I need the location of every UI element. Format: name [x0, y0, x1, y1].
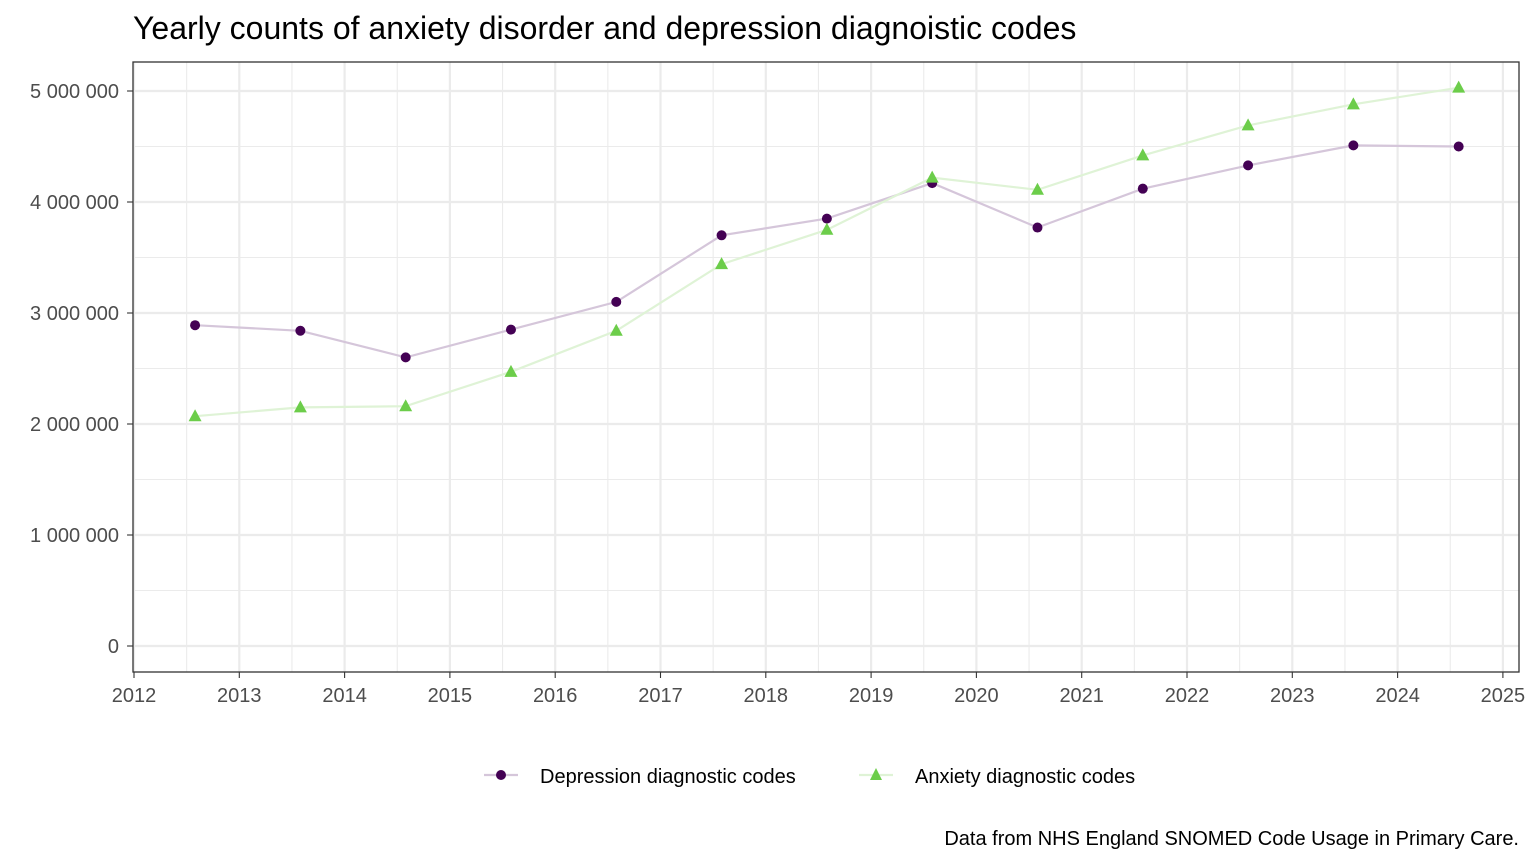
- y-axis: 0 1 000 000 2 000 000 3 000 000 4 000 000 5 0…: [30, 81, 133, 658]
- legend-marker-anxiety: [870, 768, 882, 780]
- anxiety-point: [1346, 97, 1360, 110]
- x-tick-label: 2015: [428, 685, 473, 707]
- series-points: [188, 80, 1466, 422]
- anxiety-point: [820, 222, 834, 235]
- legend-marker-depression: [496, 770, 506, 780]
- anxiety-point: [293, 400, 307, 413]
- y-tick-label: 2 000 000: [30, 414, 119, 436]
- depression-point: [716, 230, 727, 241]
- depression-point: [1032, 222, 1043, 233]
- grid-major: [132, 62, 1519, 672]
- anxiety-point: [504, 364, 518, 377]
- x-tick-label: 2012: [112, 685, 157, 707]
- depression-point: [295, 325, 306, 336]
- depression-point: [505, 324, 516, 335]
- depression-point: [400, 352, 411, 363]
- depression-point: [190, 320, 201, 331]
- x-tick-label: 2022: [1165, 685, 1210, 707]
- anxiety-point: [399, 399, 413, 412]
- anxiety-point: [1452, 80, 1466, 93]
- anxiety-point: [1136, 148, 1150, 161]
- depression-point: [1137, 183, 1148, 194]
- x-tick-label: 2016: [533, 685, 578, 707]
- depression-point: [821, 213, 832, 224]
- series-line-depression: [195, 144, 1459, 359]
- legend: Depression diagnostic codes Anxiety diag…: [484, 766, 1135, 788]
- x-tick-label: 2013: [217, 685, 262, 707]
- depression-point: [611, 296, 622, 307]
- panel-border: [132, 61, 1520, 673]
- legend-label-anxiety: Anxiety diagnostic codes: [915, 766, 1135, 788]
- anxiety-point: [715, 257, 729, 270]
- x-tick-label: 2023: [1270, 685, 1315, 707]
- y-tick-label: 3 000 000: [30, 303, 119, 325]
- y-tick-label: 4 000 000: [30, 192, 119, 214]
- anxiety-point: [925, 170, 939, 183]
- x-tick-label: 2019: [849, 685, 894, 707]
- x-tick-label: 2021: [1059, 685, 1104, 707]
- anxiety-point: [1241, 118, 1255, 131]
- chart-caption: Data from NHS England SNOMED Code Usage …: [944, 828, 1519, 850]
- anxiety-point: [1030, 182, 1044, 195]
- depression-point: [1348, 140, 1359, 151]
- legend-label-depression: Depression diagnostic codes: [540, 766, 796, 788]
- x-tick-label: 2017: [638, 685, 683, 707]
- chart-title: Yearly counts of anxiety disorder and de…: [133, 10, 1076, 46]
- y-tick-label: 0: [108, 636, 119, 658]
- x-tick-label: 2014: [322, 685, 367, 707]
- depression-point: [1243, 160, 1254, 171]
- x-tick-label: 2025: [1481, 685, 1526, 707]
- anxiety-point: [609, 323, 623, 336]
- anxiety-point: [188, 409, 202, 422]
- y-tick-label: 1 000 000: [30, 525, 119, 547]
- x-tick-label: 2020: [954, 685, 999, 707]
- grid-minor: [133, 62, 1519, 672]
- series-line-anxiety: [195, 86, 1459, 418]
- x-tick-label: 2018: [744, 685, 789, 707]
- depression-point: [1453, 141, 1464, 152]
- x-axis: 2012 2013 2014 2015 2016 2017 2018 2019 2020 2021…: [112, 672, 1525, 707]
- series-lines: [195, 86, 1459, 418]
- x-tick-label: 2024: [1375, 685, 1420, 707]
- y-tick-label: 5 000 000: [30, 81, 119, 103]
